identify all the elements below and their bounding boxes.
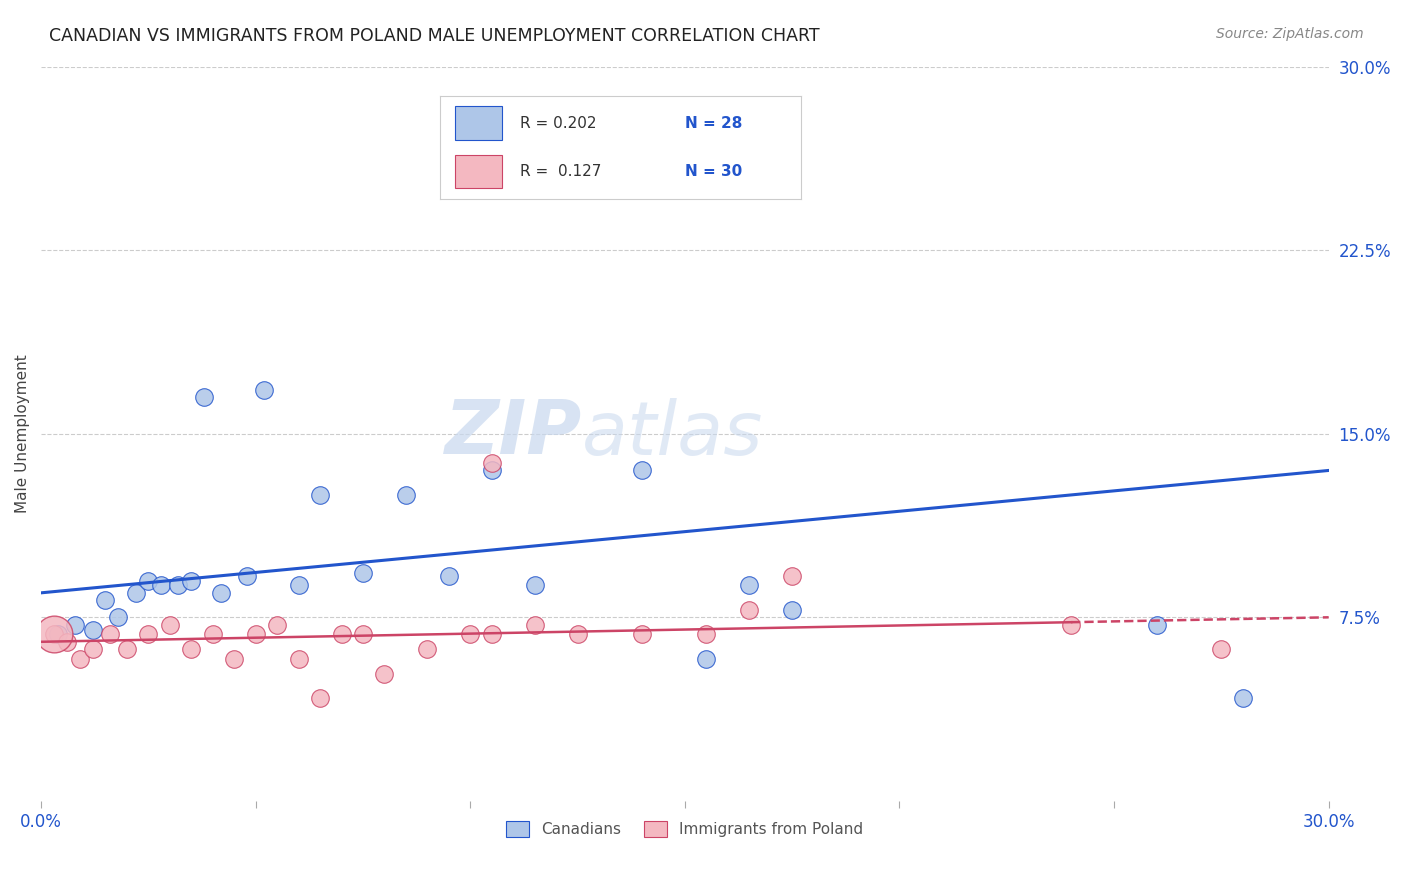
Legend: Canadians, Immigrants from Poland: Canadians, Immigrants from Poland <box>499 814 872 845</box>
Point <box>209 586 232 600</box>
Text: Source: ZipAtlas.com: Source: ZipAtlas.com <box>1216 27 1364 41</box>
Point <box>167 578 190 592</box>
Point <box>780 162 803 177</box>
Point <box>330 627 353 641</box>
Point <box>42 627 65 641</box>
Point <box>309 691 332 706</box>
Point <box>1232 691 1254 706</box>
Point <box>42 627 65 641</box>
Point <box>481 627 503 641</box>
Point <box>266 617 288 632</box>
Point <box>94 593 117 607</box>
Point <box>1146 617 1168 632</box>
Point <box>352 566 374 581</box>
Point <box>287 652 309 666</box>
Point <box>631 627 654 641</box>
Point <box>236 568 259 582</box>
Point <box>780 603 803 617</box>
Point <box>115 642 138 657</box>
Point <box>523 617 546 632</box>
Point <box>309 488 332 502</box>
Point <box>56 634 79 648</box>
Point <box>780 568 803 582</box>
Point <box>287 578 309 592</box>
Point <box>138 627 160 641</box>
Point <box>82 623 104 637</box>
Point <box>82 642 104 657</box>
Point <box>481 456 503 470</box>
Y-axis label: Male Unemployment: Male Unemployment <box>15 354 30 513</box>
Point <box>224 652 246 666</box>
Point <box>481 463 503 477</box>
Point <box>695 652 717 666</box>
Point <box>1211 642 1233 657</box>
Point <box>193 390 215 404</box>
Point <box>695 627 717 641</box>
Point <box>65 617 87 632</box>
Point <box>373 666 395 681</box>
Point <box>107 610 129 624</box>
Point <box>138 574 160 588</box>
Point <box>395 488 418 502</box>
Point <box>69 652 91 666</box>
Point <box>416 642 439 657</box>
Point <box>437 568 460 582</box>
Point <box>159 617 181 632</box>
Point <box>98 627 121 641</box>
Point <box>738 603 761 617</box>
Point <box>631 463 654 477</box>
Point <box>245 627 267 641</box>
Point <box>567 627 589 641</box>
Point <box>523 578 546 592</box>
Point <box>738 578 761 592</box>
Point <box>150 578 173 592</box>
Point <box>180 642 202 657</box>
Point <box>1060 617 1083 632</box>
Text: atlas: atlas <box>582 398 763 470</box>
Point <box>46 627 69 641</box>
Point <box>253 383 276 397</box>
Point <box>352 627 374 641</box>
Text: CANADIAN VS IMMIGRANTS FROM POLAND MALE UNEMPLOYMENT CORRELATION CHART: CANADIAN VS IMMIGRANTS FROM POLAND MALE … <box>49 27 820 45</box>
Text: ZIP: ZIP <box>444 397 582 470</box>
Point <box>124 586 146 600</box>
Point <box>180 574 202 588</box>
Point <box>201 627 224 641</box>
Point <box>458 627 481 641</box>
